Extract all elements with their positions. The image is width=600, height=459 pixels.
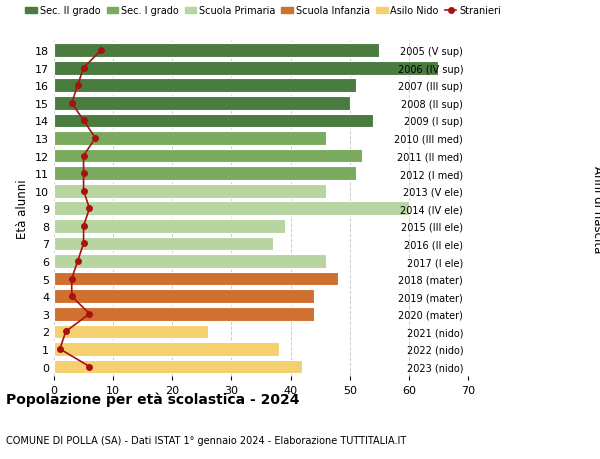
Bar (54, 202, 409, 216)
Bar (54, 307, 314, 321)
Bar (54, 219, 284, 233)
Bar (54, 290, 314, 303)
Bar (54, 167, 356, 180)
Legend: Sec. II grado, Sec. I grado, Scuola Primaria, Scuola Infanzia, Asilo Nido, Stran: Sec. II grado, Sec. I grado, Scuola Prim… (22, 3, 505, 20)
Bar (54, 325, 208, 338)
Bar (54, 79, 356, 93)
Bar (54, 255, 326, 269)
Bar (54, 114, 373, 128)
Bar (54, 360, 302, 374)
Bar (54, 342, 279, 356)
Text: COMUNE DI POLLA (SA) - Dati ISTAT 1° gennaio 2024 - Elaborazione TUTTITALIA.IT: COMUNE DI POLLA (SA) - Dati ISTAT 1° gen… (6, 435, 406, 445)
Text: Anni di nascita: Anni di nascita (590, 165, 600, 252)
Bar (54, 97, 350, 111)
Bar (54, 62, 439, 75)
Bar (54, 44, 379, 58)
Text: Popolazione per età scolastica - 2024: Popolazione per età scolastica - 2024 (6, 392, 299, 406)
Bar (54, 149, 362, 163)
Bar (54, 185, 326, 198)
Bar (54, 272, 338, 286)
Bar (54, 237, 273, 251)
Y-axis label: Età alunni: Età alunni (16, 179, 29, 239)
Bar (54, 132, 326, 146)
